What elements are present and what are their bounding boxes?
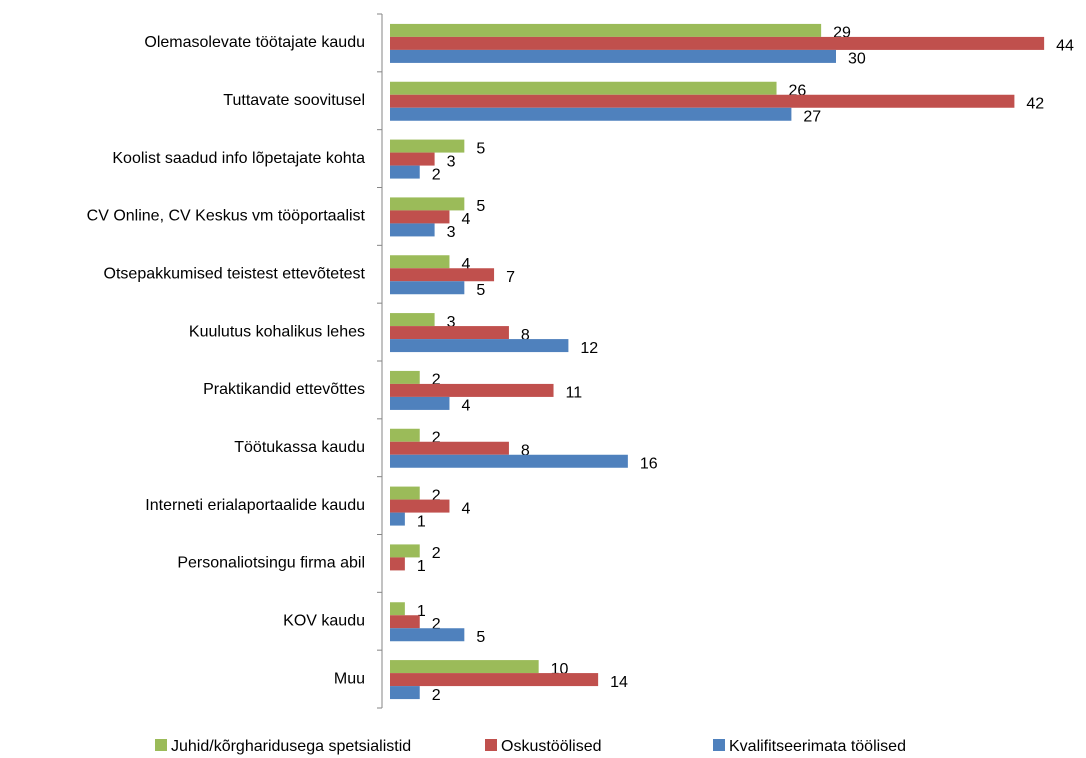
bar bbox=[390, 313, 435, 327]
value-label: 30 bbox=[848, 51, 866, 68]
bar bbox=[390, 673, 599, 687]
bar bbox=[390, 512, 405, 526]
bar bbox=[390, 339, 569, 353]
value-label: 1 bbox=[417, 603, 426, 620]
bar bbox=[390, 281, 465, 295]
value-label: 4 bbox=[461, 500, 470, 517]
bar bbox=[390, 602, 405, 616]
bar bbox=[390, 660, 539, 674]
category-label: Praktikandid ettevõttes bbox=[203, 381, 365, 398]
bar bbox=[390, 428, 420, 442]
bar bbox=[390, 139, 465, 153]
category-label: Muu bbox=[334, 670, 365, 687]
value-label: 4 bbox=[461, 398, 470, 415]
legend-swatch bbox=[713, 739, 725, 751]
legend-swatch bbox=[485, 739, 497, 751]
category-label: Koolist saadud info lõpetajate kohta bbox=[112, 150, 365, 167]
bar bbox=[390, 152, 435, 166]
bar bbox=[390, 499, 450, 513]
category-label: Kuulutus kohalikus lehes bbox=[189, 323, 365, 340]
value-label: 5 bbox=[476, 282, 485, 299]
category-label: Otsepakkumised teistest ettevõtetest bbox=[104, 265, 366, 282]
bar bbox=[390, 370, 420, 384]
category-label: Personaliotsingu firma abil bbox=[177, 555, 365, 572]
value-label: 4 bbox=[461, 256, 470, 273]
value-label: 16 bbox=[640, 455, 658, 472]
value-label: 44 bbox=[1056, 38, 1074, 55]
bar bbox=[390, 326, 509, 340]
bar bbox=[390, 197, 465, 211]
value-label: 8 bbox=[521, 327, 530, 344]
value-label: 2 bbox=[432, 487, 441, 504]
bar bbox=[390, 615, 420, 629]
bar bbox=[390, 544, 420, 558]
category-label: Töötukassa kaudu bbox=[234, 439, 365, 456]
bar bbox=[390, 210, 450, 224]
bar bbox=[390, 49, 836, 63]
bar bbox=[390, 383, 554, 397]
bar bbox=[390, 628, 465, 642]
bar bbox=[390, 107, 792, 121]
value-label: 2 bbox=[432, 429, 441, 446]
value-label: 2 bbox=[432, 545, 441, 562]
value-label: 7 bbox=[506, 269, 515, 286]
bar bbox=[390, 255, 450, 269]
value-label: 1 bbox=[417, 513, 426, 530]
bar bbox=[390, 557, 405, 571]
value-label: 5 bbox=[476, 198, 485, 215]
bar bbox=[390, 396, 450, 410]
legend-label: Juhid/kõrgharidusega spetsialistid bbox=[171, 738, 411, 755]
bar bbox=[390, 223, 435, 237]
value-label: 3 bbox=[447, 314, 456, 331]
value-label: 3 bbox=[447, 224, 456, 241]
value-label: 1 bbox=[417, 558, 426, 575]
value-label: 3 bbox=[447, 153, 456, 170]
value-label: 2 bbox=[432, 372, 441, 389]
bar bbox=[390, 268, 495, 282]
value-label: 42 bbox=[1026, 95, 1044, 112]
value-label: 2 bbox=[432, 166, 441, 183]
legend-label: Oskustöölised bbox=[501, 738, 602, 755]
legend-swatch bbox=[155, 739, 167, 751]
category-label: KOV kaudu bbox=[283, 612, 365, 629]
category-label: Tuttavate soovitusel bbox=[223, 92, 365, 109]
bar bbox=[390, 36, 1045, 50]
bar bbox=[390, 94, 1015, 108]
value-label: 5 bbox=[476, 629, 485, 646]
value-label: 5 bbox=[476, 140, 485, 157]
value-label: 2 bbox=[432, 616, 441, 633]
category-label: Interneti erialaportaalide kaudu bbox=[145, 497, 365, 514]
bar bbox=[390, 686, 420, 700]
bar bbox=[390, 454, 628, 468]
bar bbox=[390, 165, 420, 179]
legend-label: Kvalifitseerimata töölised bbox=[729, 738, 906, 755]
bar bbox=[390, 441, 509, 455]
category-label: Olemasolevate töötajate kaudu bbox=[144, 34, 365, 51]
value-label: 4 bbox=[461, 211, 470, 228]
value-label: 27 bbox=[803, 108, 821, 125]
bar bbox=[390, 486, 420, 500]
bar bbox=[390, 81, 777, 95]
value-label: 8 bbox=[521, 442, 530, 459]
value-label: 11 bbox=[566, 385, 583, 402]
category-label: CV Online, CV Keskus vm tööportaalist bbox=[87, 208, 366, 225]
value-label: 2 bbox=[432, 687, 441, 704]
bar bbox=[390, 23, 822, 37]
value-label: 12 bbox=[580, 340, 598, 357]
value-label: 14 bbox=[610, 674, 628, 691]
